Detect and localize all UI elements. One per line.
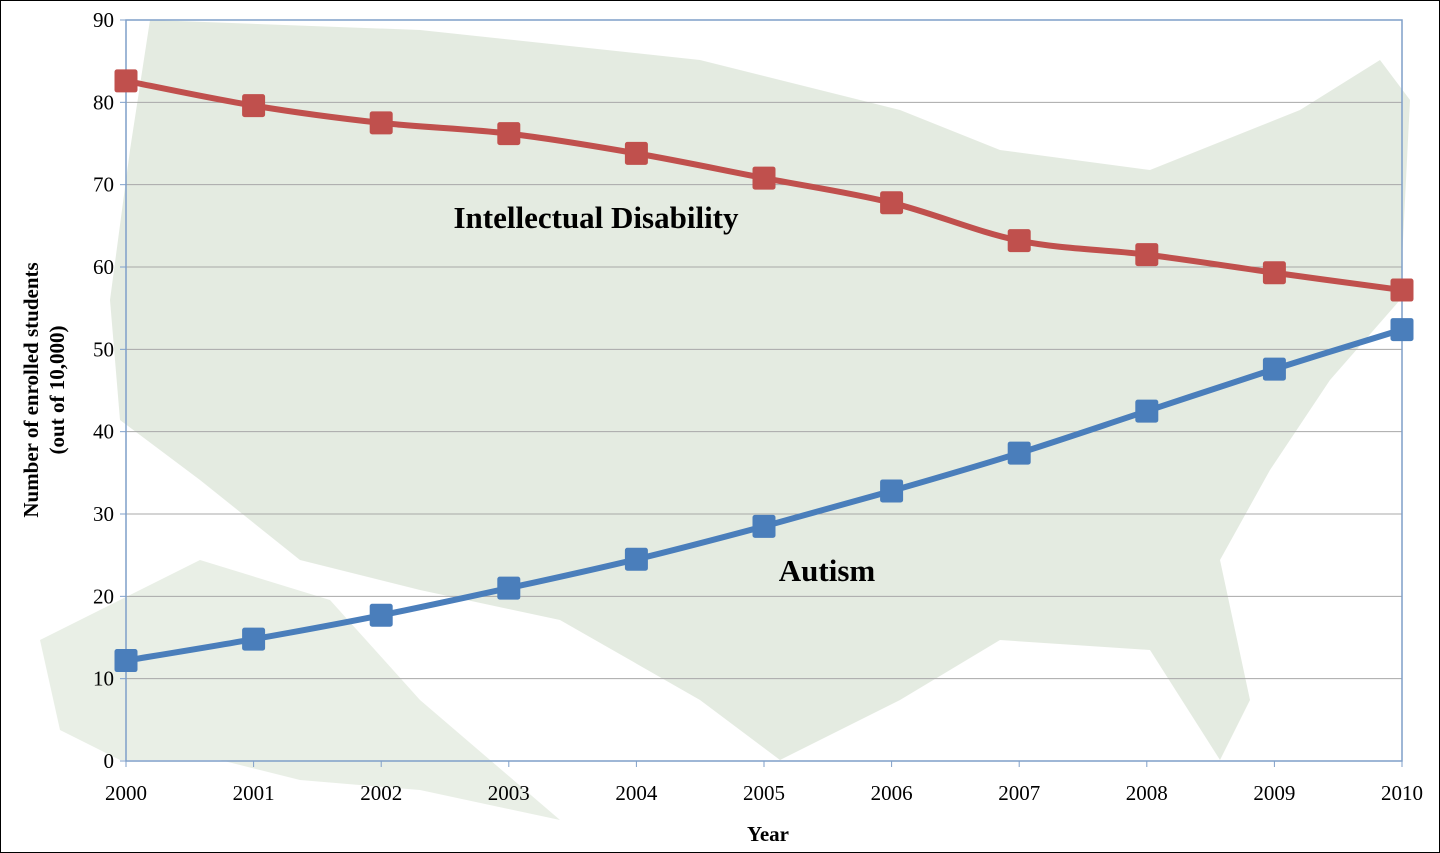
series-label-intellectual-disability: Intellectual Disability <box>453 200 739 235</box>
x-tick-label: 2008 <box>1126 781 1168 805</box>
x-tick-label: 2002 <box>360 781 402 805</box>
x-tick-label: 2010 <box>1381 781 1423 805</box>
data-point-marker <box>880 479 904 503</box>
x-tick-label: 2007 <box>998 781 1040 805</box>
y-tick-label: 20 <box>93 584 114 608</box>
data-point-marker <box>114 69 138 93</box>
data-point-marker <box>624 141 648 165</box>
y-tick-label: 70 <box>93 173 114 197</box>
y-tick-label: 10 <box>93 667 114 691</box>
y-tick-label: 50 <box>93 337 114 361</box>
y-tick-label: 40 <box>93 420 114 444</box>
x-tick-label: 2003 <box>488 781 530 805</box>
y-axis-label-sub: (out of 10,000) <box>45 326 69 455</box>
y-tick-label: 0 <box>104 749 115 773</box>
data-point-marker <box>1262 357 1286 381</box>
x-tick-label: 2006 <box>871 781 913 805</box>
data-point-marker <box>1007 441 1031 465</box>
x-tick-label: 2009 <box>1253 781 1295 805</box>
data-point-marker <box>752 166 776 190</box>
data-point-marker <box>624 547 648 571</box>
data-point-marker <box>369 111 393 135</box>
x-tick-label: 2004 <box>615 781 658 805</box>
data-point-marker <box>1262 261 1286 285</box>
data-point-marker <box>242 94 266 118</box>
us-map-background <box>40 20 1410 820</box>
x-tick-label: 2005 <box>743 781 785 805</box>
y-tick-label: 60 <box>93 255 114 279</box>
x-axis-label: Year <box>747 822 789 846</box>
data-point-marker <box>114 649 138 673</box>
series-label-autism: Autism <box>779 553 876 588</box>
y-tick-label: 90 <box>93 8 114 32</box>
y-axis-label: Number of enrolled students <box>19 262 43 517</box>
data-point-marker <box>242 627 266 651</box>
y-tick-label: 80 <box>93 90 114 114</box>
data-point-marker <box>1007 229 1031 253</box>
x-tick-label: 2000 <box>105 781 147 805</box>
data-point-marker <box>880 191 904 215</box>
data-point-marker <box>1135 399 1159 423</box>
y-tick-label: 30 <box>93 502 114 526</box>
data-point-marker <box>1390 318 1414 342</box>
data-point-marker <box>1135 243 1159 267</box>
data-point-marker <box>752 514 776 538</box>
data-point-marker <box>497 576 521 600</box>
data-point-marker <box>497 122 521 146</box>
data-point-marker <box>369 603 393 627</box>
x-tick-label: 2001 <box>233 781 275 805</box>
data-point-marker <box>1390 278 1414 302</box>
